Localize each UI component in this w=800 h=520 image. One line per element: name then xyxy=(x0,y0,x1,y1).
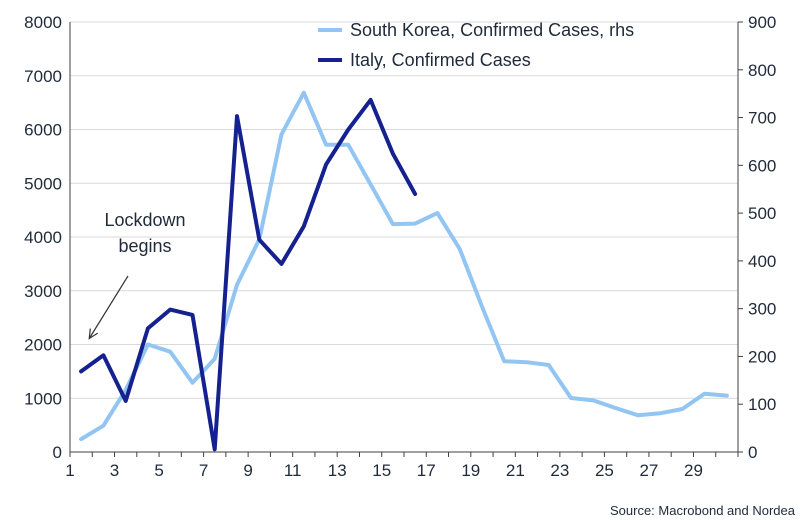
annotation: Lockdown begins xyxy=(88,210,186,340)
right-tick-label: 100 xyxy=(748,395,776,414)
left-tick-label: 6000 xyxy=(24,121,62,140)
right-tick-label: 500 xyxy=(748,204,776,223)
left-tick-label: 0 xyxy=(53,443,62,462)
right-tick-label: 0 xyxy=(748,443,757,462)
series-line-0 xyxy=(79,90,729,442)
source-note: Source: Macrobond and Nordea xyxy=(610,503,796,518)
gridlines xyxy=(70,21,738,453)
x-tick-label: 19 xyxy=(461,461,480,480)
left-tick-label: 7000 xyxy=(24,67,62,86)
legend-label-1: Italy, Confirmed Cases xyxy=(350,50,531,70)
right-tick-label: 600 xyxy=(748,156,776,175)
x-tick-label: 25 xyxy=(595,461,614,480)
left-tick-label: 3000 xyxy=(24,282,62,301)
series-line-1 xyxy=(79,97,418,452)
x-tick-label: 1 xyxy=(65,461,74,480)
x-tick-label: 5 xyxy=(154,461,163,480)
annotation-text-line: begins xyxy=(118,236,171,256)
left-tick-label: 2000 xyxy=(24,336,62,355)
left-tick-label: 1000 xyxy=(24,389,62,408)
x-tick-label: 17 xyxy=(417,461,436,480)
right-tick-label: 700 xyxy=(748,109,776,128)
annotation-text-line: Lockdown xyxy=(104,210,185,230)
x-tick-label: 29 xyxy=(684,461,703,480)
annotation-arrow-head xyxy=(88,328,99,340)
x-tick-label: 15 xyxy=(372,461,391,480)
x-tick-label: 13 xyxy=(328,461,347,480)
x-tick-label: 3 xyxy=(110,461,119,480)
legend-label-0: South Korea, Confirmed Cases, rhs xyxy=(350,20,634,40)
x-tick-label: 9 xyxy=(243,461,252,480)
x-tick-label: 23 xyxy=(550,461,569,480)
x-axis-ticks: 1 3 5 7 9 11 13 15 17 19 21 23 25 27 29 xyxy=(65,452,739,480)
x-tick-label: 21 xyxy=(506,461,525,480)
right-tick-label: 800 xyxy=(748,61,776,80)
right-tick-label: 200 xyxy=(748,347,776,366)
x-tick-label: 11 xyxy=(284,461,302,480)
left-tick-label: 5000 xyxy=(24,174,62,193)
left-axis-ticks: 0 1000 2000 3000 4000 5000 6000 7000 8000 xyxy=(24,13,62,462)
left-tick-label: 4000 xyxy=(24,228,62,247)
x-tick-label: 7 xyxy=(199,461,208,480)
right-axis-ticks: 0 100 200 300 400 500 600 700 800 900 xyxy=(738,13,776,462)
left-tick-label: 8000 xyxy=(24,13,62,32)
series-lines xyxy=(79,90,729,452)
x-tick-label: 27 xyxy=(639,461,658,480)
right-tick-label: 400 xyxy=(748,252,776,271)
right-tick-label: 900 xyxy=(748,13,776,32)
legend: South Korea, Confirmed Cases, rhs Italy, … xyxy=(318,20,634,70)
right-tick-label: 300 xyxy=(748,300,776,319)
annotation-arrow-shaft xyxy=(88,275,129,339)
